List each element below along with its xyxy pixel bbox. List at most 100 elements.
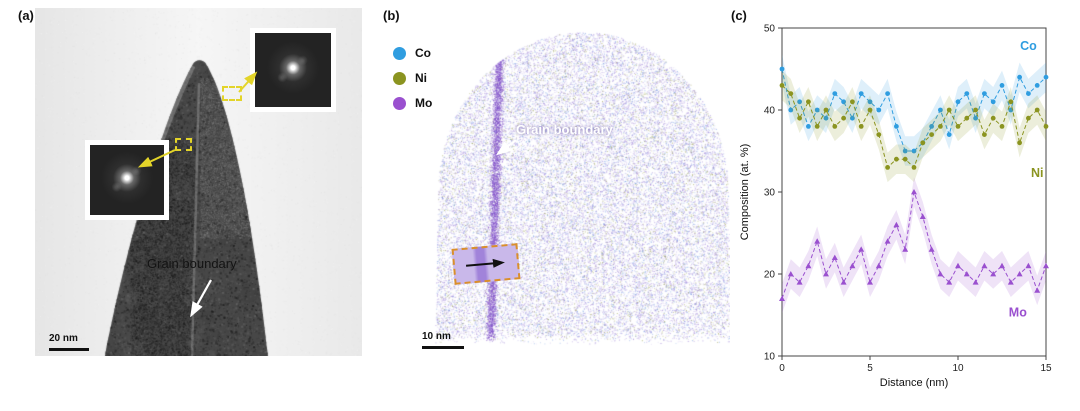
co-color-dot-icon xyxy=(393,46,406,60)
band-Ni xyxy=(782,70,1046,183)
marker-Mo xyxy=(1016,271,1023,277)
ni-color-dot-icon xyxy=(393,71,406,85)
y-tick-label: 30 xyxy=(764,188,776,199)
marker-Co xyxy=(902,148,908,154)
marker-Ni xyxy=(806,99,811,105)
marker-Co xyxy=(1017,74,1022,80)
marker-Co xyxy=(911,148,917,154)
marker-Ni xyxy=(841,115,846,121)
marker-Ni xyxy=(797,115,802,121)
y-tick-label: 40 xyxy=(764,106,776,117)
marker-Co xyxy=(1034,83,1040,88)
marker-Co xyxy=(955,99,961,105)
marker-Co xyxy=(982,91,987,96)
marker-Mo xyxy=(937,271,944,277)
scale-bar-b-line xyxy=(422,346,464,349)
marker-Ni xyxy=(955,124,961,129)
marker-Ni xyxy=(990,115,996,121)
marker-Ni xyxy=(946,107,952,113)
marker-Mo xyxy=(919,213,926,219)
marker-Ni xyxy=(823,107,829,113)
marker-Co xyxy=(779,66,785,72)
marker-Co xyxy=(946,132,952,137)
marker-Mo xyxy=(946,279,953,285)
marker-Ni xyxy=(814,124,820,129)
marker-Ni xyxy=(1034,107,1040,113)
marker-Co xyxy=(823,115,829,121)
marker-Mo xyxy=(963,271,970,277)
marker-Co xyxy=(964,91,970,96)
marker-Ni xyxy=(1008,99,1014,105)
marker-Mo xyxy=(884,238,891,244)
marker-Ni xyxy=(832,124,838,129)
marker-Mo xyxy=(814,238,821,244)
marker-Co xyxy=(806,124,811,129)
marker-Mo xyxy=(849,262,856,269)
y-tick-label: 20 xyxy=(764,270,776,281)
marker-Co xyxy=(832,91,838,96)
marker-Mo xyxy=(779,295,785,301)
marker-Ni xyxy=(982,132,987,137)
scale-bar-a: 20 nm xyxy=(49,328,89,351)
x-axis-label: Distance (nm) xyxy=(880,377,948,389)
marker-Ni xyxy=(999,124,1005,129)
marker-Mo xyxy=(805,262,812,269)
x-tick-label: 5 xyxy=(867,363,873,374)
series-label-Mo: Mo xyxy=(1009,306,1027,320)
marker-Ni xyxy=(779,83,785,88)
marker-Mo xyxy=(1007,279,1014,285)
marker-Mo xyxy=(1034,287,1041,293)
marker-Ni xyxy=(938,124,943,129)
marker-Mo xyxy=(990,271,997,277)
marker-Mo xyxy=(972,279,979,285)
fft-pattern-icon xyxy=(255,33,331,107)
y-tick-label: 50 xyxy=(764,24,776,35)
panel-b-label: (b) xyxy=(383,8,400,23)
marker-Co xyxy=(814,107,820,113)
marker-Ni xyxy=(850,99,855,105)
grain-boundary-label-a: Grain boundary xyxy=(147,256,237,271)
marker-Ni xyxy=(867,107,873,113)
marker-Ni xyxy=(902,156,908,162)
marker-Ni xyxy=(964,115,970,121)
fft-inset-top-right xyxy=(250,28,336,112)
marker-Co xyxy=(885,91,890,96)
marker-Mo xyxy=(902,246,909,252)
marker-Mo xyxy=(911,189,917,195)
scale-bar-a-text: 20 nm xyxy=(49,333,78,344)
composition-chart: 0 5 10 15 10 20 30 40 50 Distance (nm) Composition… xyxy=(739,24,1052,390)
marker-Mo xyxy=(893,221,900,228)
marker-Co xyxy=(1026,91,1031,96)
scale-bar-b: 10 nm xyxy=(422,326,464,349)
x-tick-label: 10 xyxy=(952,363,964,374)
marker-Mo xyxy=(981,262,988,269)
marker-Ni xyxy=(858,124,864,129)
marker-Mo xyxy=(858,246,865,252)
marker-Mo xyxy=(999,262,1005,269)
marker-Co xyxy=(841,99,846,105)
marker-Co xyxy=(867,99,873,105)
marker-Mo xyxy=(787,271,794,277)
marker-Ni xyxy=(788,91,794,96)
profile-arrow-icon xyxy=(465,258,505,268)
marker-Co xyxy=(894,124,899,129)
marker-Co xyxy=(973,115,978,121)
band-Co xyxy=(782,54,1046,166)
marker-Co xyxy=(797,99,802,105)
band-Mo xyxy=(782,177,1046,314)
scale-bar-b-text: 10 nm xyxy=(422,331,451,342)
marker-Ni xyxy=(1043,124,1049,129)
roi-box-mid xyxy=(175,138,192,151)
marker-Ni xyxy=(929,132,934,137)
marker-Mo xyxy=(831,254,838,260)
marker-Ni xyxy=(973,107,978,113)
mo-color-dot-icon xyxy=(393,96,406,110)
marker-Mo xyxy=(823,271,829,277)
y-tick-label: 10 xyxy=(764,352,776,363)
series-label-Ni: Ni xyxy=(1031,166,1044,180)
marker-Ni xyxy=(1017,140,1022,146)
marker-Co xyxy=(858,91,864,96)
marker-Mo xyxy=(840,279,847,285)
marker-Co xyxy=(938,107,943,113)
